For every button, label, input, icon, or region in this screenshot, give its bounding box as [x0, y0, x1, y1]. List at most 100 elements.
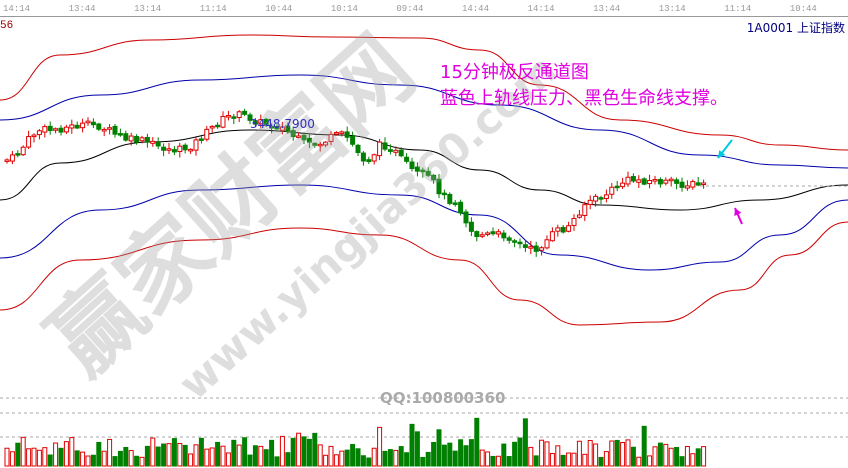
- volume-bar: [209, 447, 215, 467]
- candle-down: [231, 116, 237, 119]
- candle-down: [468, 221, 474, 232]
- candle-down: [458, 201, 464, 214]
- candle-up: [9, 154, 15, 162]
- time-axis: 14:14 13:44 13:14 11:14 10:44 10:14 09:44 14:44…: [0, 0, 848, 17]
- x-tick-label: 13:44: [68, 4, 96, 14]
- volume-bar: [301, 436, 307, 467]
- volume-bar: [215, 441, 221, 467]
- volume-bar: [333, 454, 339, 467]
- candle-down: [312, 142, 318, 146]
- volume-bar: [679, 456, 685, 467]
- volume-bar: [414, 431, 420, 467]
- candle-up: [528, 246, 534, 249]
- volume-bar: [474, 417, 480, 467]
- candle-up: [279, 126, 285, 131]
- volume-bar: [652, 446, 658, 467]
- volume-bar: [252, 445, 258, 467]
- candle-up: [53, 128, 59, 131]
- volume-bar: [204, 448, 210, 467]
- candle-up: [209, 125, 215, 129]
- candle-down: [674, 179, 680, 184]
- volume-bar: [517, 437, 523, 467]
- candle-up: [258, 119, 264, 125]
- volume-bar: [134, 455, 140, 467]
- volume-bar: [674, 446, 680, 467]
- candle-up: [225, 115, 231, 118]
- candle-up: [609, 186, 615, 195]
- candle-up: [479, 234, 485, 237]
- candle-up: [339, 131, 345, 134]
- volume-bar: [544, 441, 550, 467]
- candle-up: [593, 195, 599, 202]
- candle-up: [371, 154, 377, 162]
- volume-bar: [630, 446, 636, 467]
- candle-down: [269, 125, 275, 129]
- volume-bar: [150, 437, 156, 467]
- volume-bar: [323, 454, 329, 467]
- candle-down: [431, 174, 437, 181]
- candle-up: [603, 194, 609, 200]
- candle-down: [96, 123, 102, 130]
- volume-bar: [555, 445, 561, 467]
- candle-down: [112, 125, 118, 135]
- volume-bar: [80, 451, 86, 467]
- candle-up: [663, 179, 669, 184]
- candle-up: [20, 146, 26, 156]
- volume-bar: [636, 456, 642, 467]
- volume-bar: [198, 437, 204, 467]
- candle-down: [290, 130, 296, 137]
- volume-bar: [74, 450, 80, 467]
- candle-down: [414, 166, 420, 172]
- volume-bar: [47, 454, 53, 467]
- candle-up: [128, 135, 134, 142]
- volume-bar: [306, 438, 312, 467]
- volume-bar: [366, 457, 372, 467]
- volume-bar: [657, 442, 663, 467]
- volume-bar: [447, 442, 453, 467]
- price-label: 3448.7900: [250, 117, 315, 131]
- candle-down: [360, 152, 366, 162]
- candle-down: [123, 133, 129, 141]
- volume-bar: [495, 455, 501, 467]
- candle-down: [301, 134, 307, 141]
- volume-bar: [350, 443, 356, 467]
- volume-bar: [587, 439, 593, 467]
- volume-bar: [690, 453, 696, 467]
- candle-up: [555, 227, 561, 232]
- volume-bar: [609, 440, 615, 467]
- candle-down: [474, 231, 480, 237]
- volume-bar: [512, 441, 518, 467]
- candle-down: [182, 144, 188, 151]
- candle-down: [436, 178, 442, 195]
- volume-bar: [533, 455, 539, 467]
- volume-bar: [58, 447, 64, 467]
- candle-up: [690, 181, 696, 188]
- x-tick-label: 10:44: [265, 4, 293, 14]
- candle-down: [614, 185, 620, 189]
- candle-down: [679, 181, 685, 188]
- volume-bar: [452, 450, 458, 467]
- blue-upper-rail: [0, 74, 848, 169]
- symbol-label: 1A0001 上证指数: [746, 21, 845, 35]
- volume-bar: [69, 437, 75, 467]
- volume-bar: [560, 454, 566, 467]
- volume-bar: [603, 451, 609, 467]
- volume-bar: [684, 446, 690, 467]
- candle-up: [26, 136, 32, 148]
- volume-bar: [436, 429, 442, 467]
- candle-up: [150, 140, 156, 144]
- candle-up: [576, 214, 582, 218]
- candle-down: [441, 192, 447, 196]
- x-tick-label: 14:14: [527, 4, 555, 14]
- candle-up: [571, 217, 577, 226]
- volume-bar: [296, 432, 302, 467]
- candle-down: [404, 156, 410, 162]
- volume-bar: [90, 454, 96, 467]
- volume-bar: [377, 426, 383, 467]
- volume-bar: [117, 450, 123, 467]
- volume-bar: [668, 447, 674, 467]
- volume-bar: [393, 449, 399, 467]
- candle-up: [188, 148, 194, 152]
- candle-up: [582, 204, 588, 216]
- candle-up: [625, 176, 631, 185]
